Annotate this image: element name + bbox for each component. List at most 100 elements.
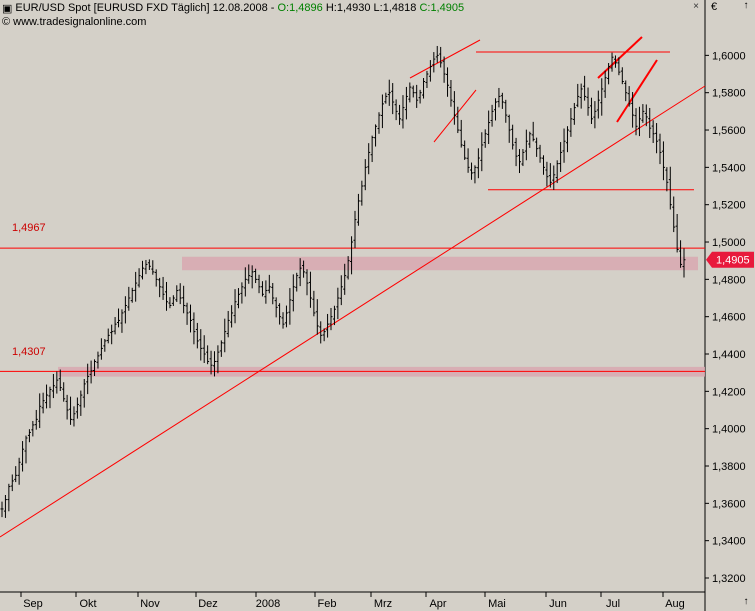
close-value: C:1,4905 bbox=[419, 2, 465, 14]
ohlc-bar bbox=[535, 137, 539, 157]
ohlc-bar bbox=[233, 289, 237, 324]
ohlc-bar bbox=[500, 92, 504, 109]
ohlc-bar bbox=[188, 304, 192, 333]
ohlc-bar bbox=[672, 196, 676, 233]
ohlc-bar bbox=[398, 104, 402, 125]
y-tick-label: 1,4600 bbox=[712, 312, 746, 324]
ohlc-bar bbox=[593, 101, 597, 129]
ohlc-bar bbox=[613, 55, 617, 68]
ohlc-bar bbox=[600, 78, 604, 116]
ohlc-bar bbox=[528, 131, 532, 148]
ohlc-bar bbox=[199, 329, 203, 361]
ohlc-bar bbox=[55, 371, 59, 394]
ohlc-bar bbox=[240, 282, 244, 304]
ohlc-bar bbox=[103, 339, 107, 352]
channel-line bbox=[433, 89, 477, 143]
ohlc-bar bbox=[134, 271, 138, 302]
ohlc-bar bbox=[332, 305, 336, 326]
x-tick-label: Dez bbox=[198, 598, 218, 610]
y-tick-label: 1,5200 bbox=[712, 200, 746, 212]
ohlc-bar bbox=[117, 308, 121, 328]
ohlc-bar bbox=[524, 129, 528, 161]
channel-line bbox=[409, 39, 481, 79]
support-zone bbox=[182, 256, 698, 271]
ohlc-bar bbox=[483, 129, 487, 148]
ohlc-bar bbox=[96, 351, 100, 369]
ohlc-bar bbox=[178, 283, 182, 305]
ohlc-bar bbox=[374, 124, 378, 147]
ohlc-bar bbox=[216, 345, 220, 374]
ohlc-bar bbox=[507, 114, 511, 143]
x-tick-label: 2008 bbox=[256, 598, 280, 610]
ohlc-bar bbox=[278, 303, 282, 325]
ohlc-bar bbox=[254, 268, 258, 284]
ohlc-bar bbox=[579, 83, 583, 109]
ohlc-bar bbox=[404, 86, 408, 120]
ohlc-bar bbox=[634, 108, 638, 136]
ohlc-bar bbox=[291, 274, 295, 312]
ohlc-bar bbox=[202, 335, 206, 363]
ohlc-bar bbox=[665, 167, 669, 192]
ohlc-bar bbox=[459, 119, 463, 148]
ohlc-bar bbox=[298, 258, 302, 287]
ohlc-bar bbox=[552, 165, 556, 190]
ohlc-bar bbox=[212, 351, 216, 377]
ohlc-bar bbox=[353, 210, 357, 249]
ohlc-bar bbox=[596, 90, 600, 119]
y-tick-label: 1,5600 bbox=[712, 125, 746, 137]
ohlc-bar bbox=[555, 160, 559, 184]
y-tick-label: 1,3600 bbox=[712, 498, 746, 510]
ohlc-bar bbox=[514, 137, 518, 167]
ohlc-bar bbox=[610, 52, 614, 72]
ohlc-bar bbox=[387, 79, 391, 106]
ohlc-bar bbox=[284, 305, 288, 328]
ohlc-bar bbox=[572, 102, 576, 125]
ohlc-bar bbox=[305, 269, 309, 296]
ohlc-bar bbox=[260, 281, 264, 297]
ohlc-bar bbox=[72, 406, 76, 427]
ohlc-bar bbox=[661, 141, 665, 181]
y-tick-label: 1,4800 bbox=[712, 274, 746, 286]
ohlc-bar bbox=[339, 275, 343, 306]
ohlc-bar bbox=[302, 260, 306, 278]
ohlc-bar bbox=[367, 143, 371, 175]
y-tick-label: 1,4200 bbox=[712, 386, 746, 398]
ohlc-bar bbox=[110, 324, 114, 345]
scroll-down-icon[interactable]: ↑ bbox=[743, 596, 749, 607]
ohlc-bar bbox=[257, 274, 261, 294]
ohlc-bar bbox=[34, 409, 38, 430]
ohlc-bar bbox=[230, 305, 234, 328]
ohlc-bar bbox=[446, 67, 450, 97]
ohlc-bar bbox=[158, 277, 162, 298]
ohlc-bar bbox=[27, 429, 31, 443]
ohlc-bar bbox=[31, 420, 35, 437]
ohlc-bar bbox=[130, 287, 134, 303]
ohlc-bar bbox=[439, 46, 443, 68]
ohlc-bar bbox=[641, 104, 645, 123]
ohlc-bar bbox=[236, 288, 240, 309]
ohlc-bar bbox=[0, 501, 4, 518]
ohlc-bar bbox=[82, 378, 86, 408]
ohlc-bar bbox=[89, 360, 93, 384]
y-tick-label: 1,5000 bbox=[712, 237, 746, 249]
ohlc-bar bbox=[295, 272, 299, 292]
ohlc-bar bbox=[182, 285, 186, 314]
ohlc-bar bbox=[504, 99, 508, 123]
chart-icon: ▣ bbox=[2, 2, 13, 15]
close-icon[interactable]: × bbox=[693, 1, 699, 12]
ohlc-bar bbox=[651, 120, 655, 143]
x-tick-label: Aug bbox=[665, 598, 685, 610]
ohlc-bar bbox=[315, 299, 319, 335]
chart-date: 12.08.2008 bbox=[212, 2, 268, 14]
ohlc-bar bbox=[99, 338, 103, 360]
ohlc-bar bbox=[271, 282, 275, 305]
ohlc-bar bbox=[675, 214, 679, 253]
ohlc-bar bbox=[336, 287, 340, 320]
x-tick-label: Mrz bbox=[374, 598, 392, 610]
ohlc-bar bbox=[394, 99, 398, 121]
ohlc-bar bbox=[144, 259, 148, 275]
ohlc-bar bbox=[319, 321, 323, 344]
scroll-up-icon[interactable]: ↑ bbox=[743, 0, 749, 11]
